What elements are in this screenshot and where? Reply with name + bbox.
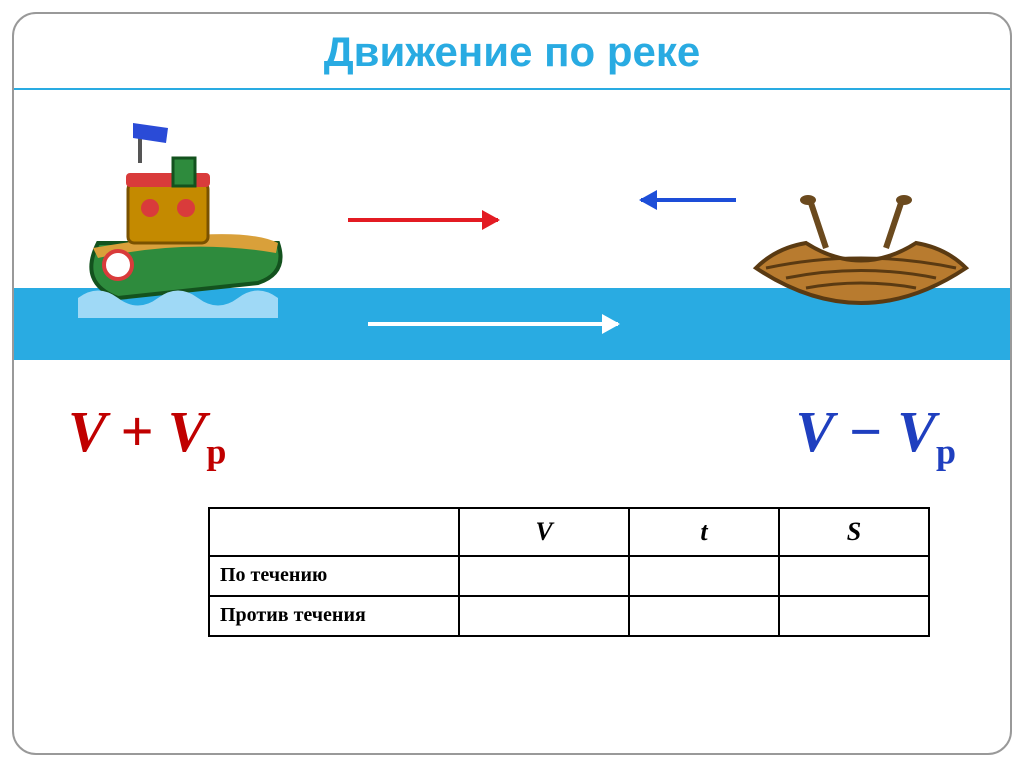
table-header-blank — [209, 508, 459, 556]
formulas-row: V + Vр V − Vр — [28, 390, 996, 477]
table-header-row: V t S — [209, 508, 929, 556]
rowboat-icon — [736, 188, 986, 338]
cell — [629, 596, 779, 636]
arrow-current-icon — [368, 322, 618, 326]
cell — [459, 556, 629, 596]
arrow-upstream-icon — [641, 198, 736, 202]
row-label-downstream: По течению — [209, 556, 459, 596]
title-divider — [14, 88, 1010, 90]
slide-frame: Движение по реке — [12, 12, 1012, 755]
table-header-t: t — [629, 508, 779, 556]
table-row: Против течения — [209, 596, 929, 636]
formula-downstream: V + Vр — [68, 398, 226, 473]
data-table: V t S По течению Против течения — [208, 507, 996, 637]
row-label-upstream: Против течения — [209, 596, 459, 636]
slide-title: Движение по реке — [28, 28, 996, 76]
steamboat-icon — [38, 103, 318, 323]
formula-upstream-sub: р — [936, 432, 956, 472]
cell — [459, 596, 629, 636]
formula-upstream: V − Vр — [796, 398, 957, 473]
formula-downstream-sub: р — [206, 432, 226, 472]
formula-upstream-text: V − V — [796, 399, 936, 464]
arrow-downstream-icon — [348, 218, 498, 222]
formula-downstream-text: V + V — [68, 399, 206, 464]
cell — [629, 556, 779, 596]
cell — [779, 556, 929, 596]
cell — [779, 596, 929, 636]
table-header-v: V — [459, 508, 629, 556]
table-row: По течению — [209, 556, 929, 596]
scene — [28, 98, 996, 388]
table-header-s: S — [779, 508, 929, 556]
